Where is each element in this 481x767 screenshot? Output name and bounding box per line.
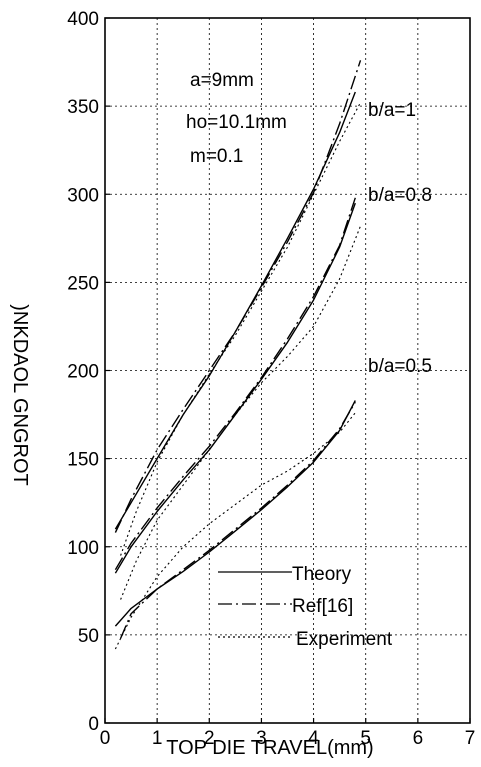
x-tick-label: 4 bbox=[308, 728, 319, 749]
annotation-a: a=9mm bbox=[190, 70, 254, 91]
legend-label-ref16: Ref[16] bbox=[292, 596, 353, 617]
x-axis-label: TOP DIE TRAVEL(mm) bbox=[166, 737, 373, 759]
y-tick-label: 100 bbox=[67, 538, 99, 559]
y-tick-label: 0 bbox=[88, 714, 99, 735]
y-tick-label: 400 bbox=[67, 9, 99, 30]
y-tick-label: 200 bbox=[67, 362, 99, 383]
legend-label-experiment: Experiment bbox=[296, 629, 393, 650]
legend: Theory Ref[16] Experiment bbox=[218, 564, 393, 650]
labels: 0 1 2 3 4 5 6 7 0 50 100 150 200 250 300 350 400 bbox=[67, 9, 475, 749]
y-tick-label: 250 bbox=[67, 273, 99, 294]
annotation-m: m=0.1 bbox=[190, 146, 243, 167]
series-layer bbox=[114, 60, 362, 650]
x-tick-label: 7 bbox=[465, 728, 476, 749]
grid bbox=[105, 18, 470, 723]
x-tick-label: 0 bbox=[100, 728, 111, 749]
series-line-ref16-1 bbox=[114, 60, 362, 533]
y-axis-label: )NKDAOL GNGROT bbox=[9, 304, 31, 486]
series-line-theory-08 bbox=[114, 202, 356, 574]
x-tick-label: 2 bbox=[204, 728, 215, 749]
x-tick-label: 1 bbox=[152, 728, 163, 749]
curve-label-ba05: b/a=0.5 bbox=[368, 356, 432, 377]
series-line-ref16-05 bbox=[119, 401, 356, 639]
series-line-experiment-1 bbox=[120, 102, 361, 556]
x-tick-label: 5 bbox=[360, 728, 371, 749]
series-line-experiment-05 bbox=[114, 412, 356, 650]
y-tick-label: 300 bbox=[67, 185, 99, 206]
y-tick-label: 150 bbox=[67, 450, 99, 471]
x-tick-label: 3 bbox=[256, 728, 267, 749]
x-tick-label: 6 bbox=[413, 728, 424, 749]
y-tick-label: 50 bbox=[78, 626, 99, 647]
series-line-theory-05 bbox=[114, 400, 356, 627]
y-tick-label: 350 bbox=[67, 97, 99, 118]
curve-label-ba08: b/a=0.8 bbox=[368, 185, 432, 206]
curve-label-ba1: b/a=1 bbox=[368, 100, 416, 121]
legend-label-theory: Theory bbox=[292, 564, 352, 585]
ticks bbox=[104, 17, 471, 724]
annotation-ho: ho=10.1mm bbox=[186, 112, 287, 133]
series-line-ref16-08 bbox=[114, 197, 356, 571]
